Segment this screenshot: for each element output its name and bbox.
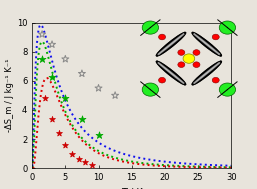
Ellipse shape — [192, 33, 221, 56]
Ellipse shape — [157, 33, 186, 56]
Point — [63, 57, 67, 60]
Circle shape — [219, 83, 236, 96]
Point — [90, 163, 94, 166]
X-axis label: T / K: T / K — [121, 188, 143, 189]
Point — [40, 33, 44, 36]
Point — [80, 117, 84, 120]
Ellipse shape — [194, 34, 220, 55]
Point — [50, 43, 54, 46]
Point — [40, 57, 44, 60]
Point — [96, 87, 100, 90]
Circle shape — [212, 77, 219, 83]
Ellipse shape — [192, 61, 221, 85]
Circle shape — [178, 50, 185, 55]
Ellipse shape — [158, 62, 184, 84]
Circle shape — [178, 62, 185, 67]
Circle shape — [212, 34, 219, 40]
Point — [57, 132, 61, 135]
Point — [113, 94, 117, 97]
Point — [70, 152, 74, 155]
Circle shape — [193, 50, 200, 55]
Y-axis label: -ΔS_m / J kg⁻¹ K⁻¹: -ΔS_m / J kg⁻¹ K⁻¹ — [5, 59, 14, 132]
Circle shape — [142, 21, 159, 34]
Circle shape — [193, 62, 200, 67]
Ellipse shape — [192, 61, 221, 85]
Point — [63, 143, 67, 146]
Ellipse shape — [157, 61, 186, 85]
Point — [63, 97, 67, 100]
Circle shape — [183, 54, 195, 63]
Circle shape — [219, 21, 236, 34]
Ellipse shape — [157, 33, 186, 56]
Ellipse shape — [157, 61, 186, 85]
Point — [77, 157, 81, 160]
Point — [43, 97, 48, 100]
Point — [50, 75, 54, 78]
Circle shape — [159, 77, 166, 83]
Point — [50, 117, 54, 120]
Circle shape — [159, 34, 166, 40]
Point — [96, 133, 100, 136]
Ellipse shape — [192, 33, 221, 56]
Ellipse shape — [194, 62, 220, 84]
Point — [80, 72, 84, 75]
Point — [83, 161, 87, 164]
Circle shape — [142, 83, 159, 96]
Ellipse shape — [158, 34, 184, 55]
